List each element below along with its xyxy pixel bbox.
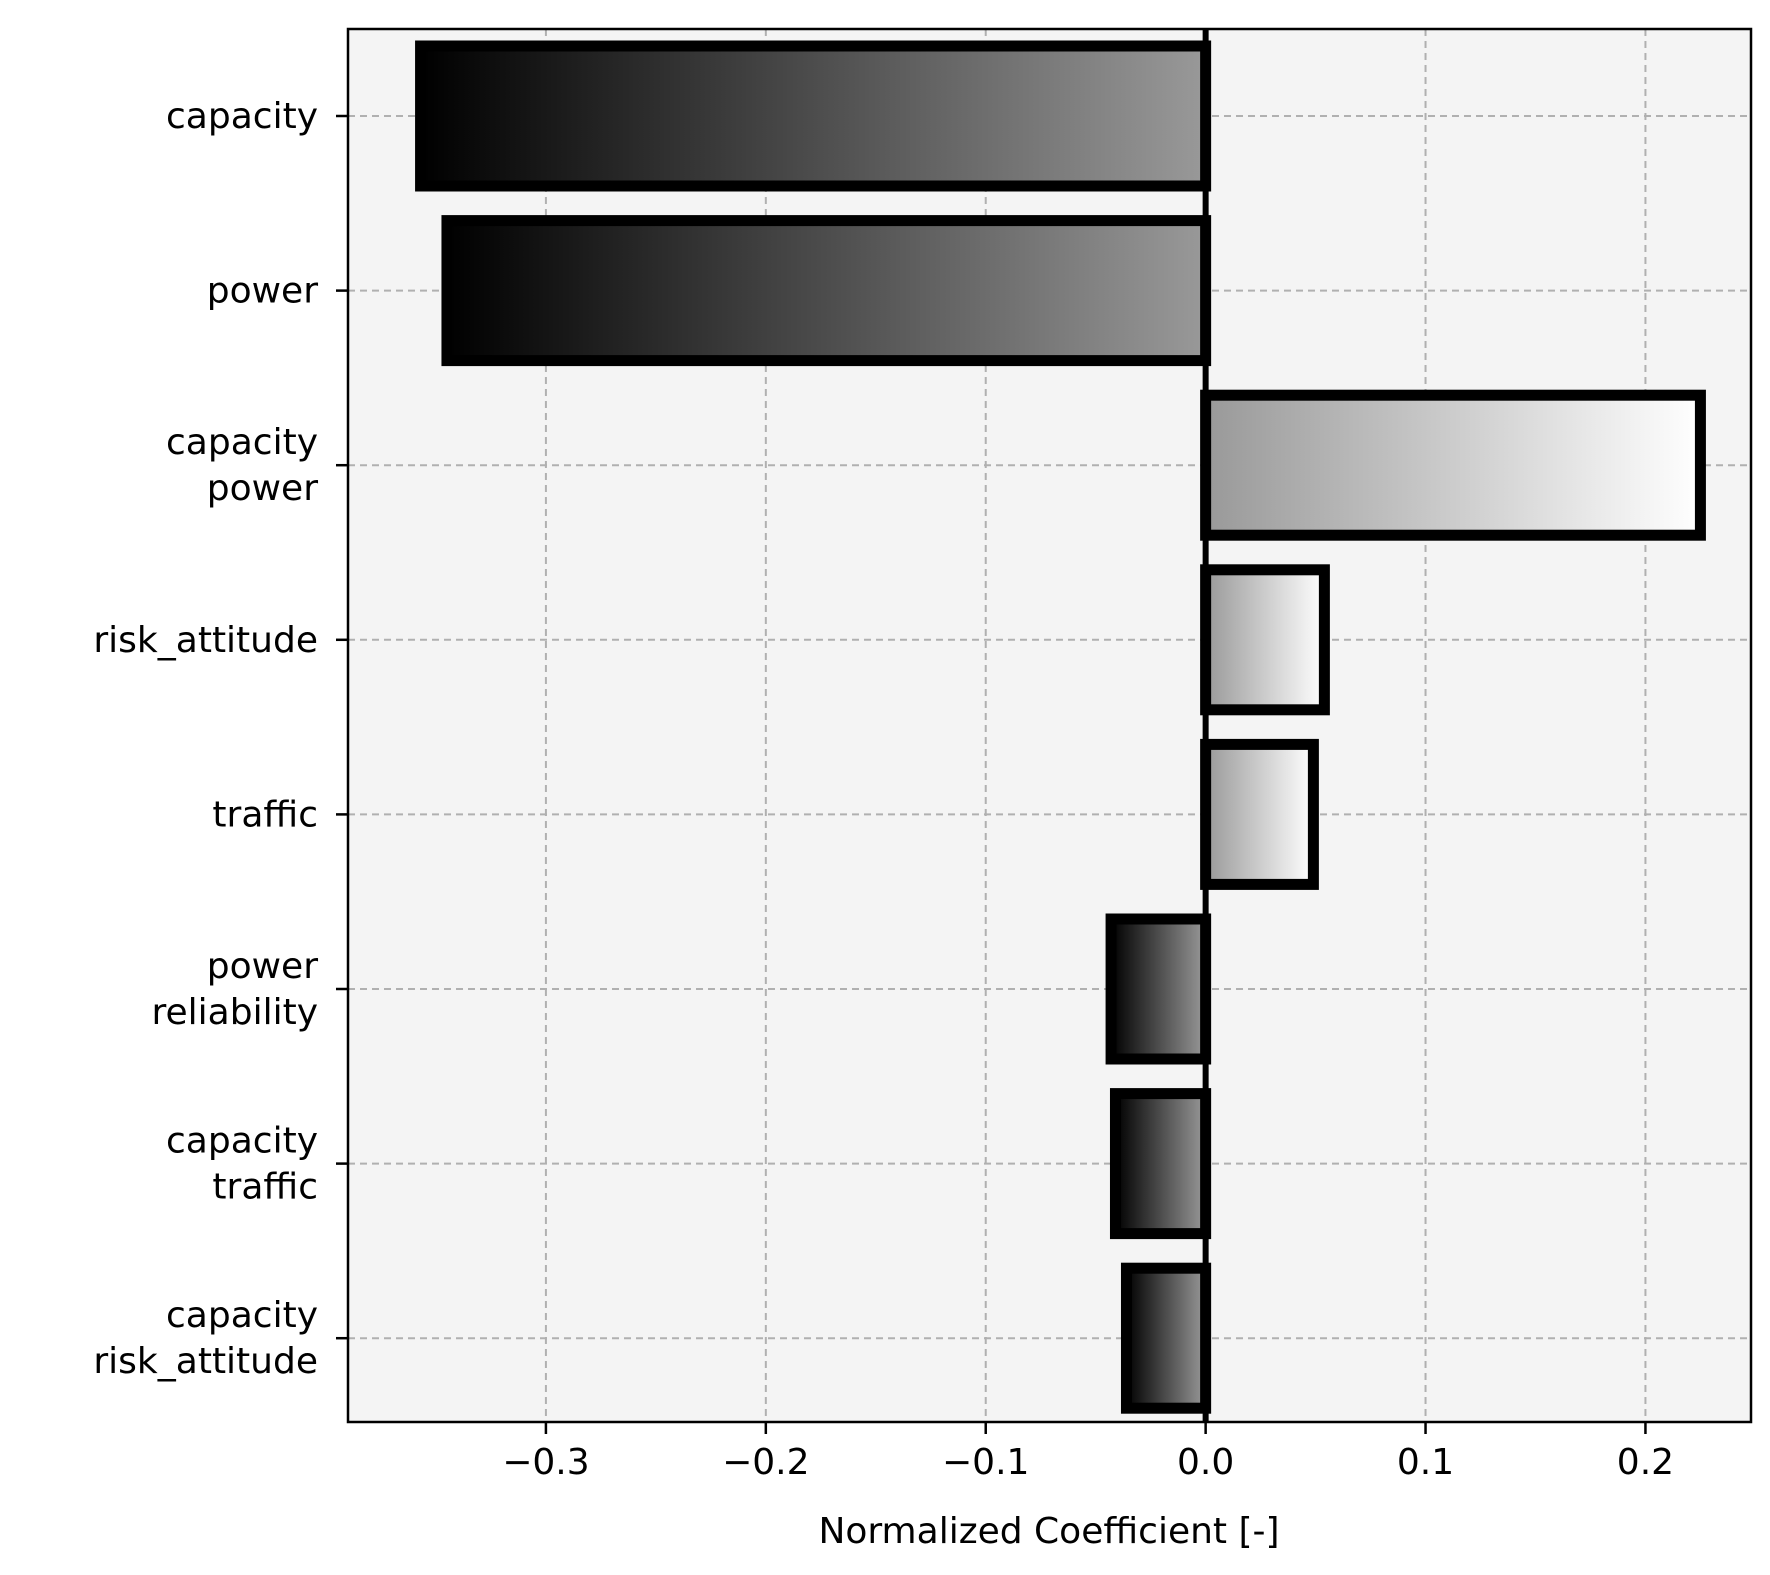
bars (415, 40, 1706, 1414)
y-axis-ticks: capacitypowercapacitypowerrisk_attitudet… (93, 96, 348, 1382)
bar (441, 215, 1212, 367)
y-tick-label: capacity (166, 422, 318, 463)
y-tick-label: capacity (166, 96, 318, 137)
x-tick-label: −0.3 (502, 1442, 589, 1483)
y-tick-label: power (207, 946, 318, 987)
y-tick-label: traffic (212, 1167, 318, 1208)
x-tick-label: 0.1 (1397, 1442, 1454, 1483)
x-tick-label: −0.1 (942, 1442, 1029, 1483)
bar (415, 40, 1212, 192)
y-tick-label: power (207, 271, 318, 312)
y-tick-label: risk_attitude (93, 1341, 318, 1382)
y-tick-label: capacity (166, 1121, 318, 1162)
bar (1200, 389, 1706, 541)
y-tick-label: risk_attitude (93, 620, 318, 661)
x-axis-ticks: −0.3 −0.2 −0.1 0.0 0.1 0.2 (502, 1422, 1674, 1483)
y-tick-label: capacity (166, 1295, 318, 1336)
y-tick-label: power (207, 468, 318, 509)
x-axis-label: Normalized Coefficient [-] (818, 1511, 1279, 1552)
bar (1120, 1262, 1212, 1414)
bar (1200, 738, 1319, 890)
y-tick-label: reliability (152, 992, 319, 1033)
bar (1105, 913, 1212, 1065)
x-tick-label: 0.2 (1617, 1442, 1674, 1483)
x-tick-label: 0.0 (1177, 1442, 1234, 1483)
y-tick-label: traffic (212, 794, 318, 835)
plot-frame (346, 27, 1753, 1424)
x-tick-label: −0.2 (722, 1442, 809, 1483)
bar (1109, 1088, 1212, 1240)
bar (1200, 564, 1330, 716)
